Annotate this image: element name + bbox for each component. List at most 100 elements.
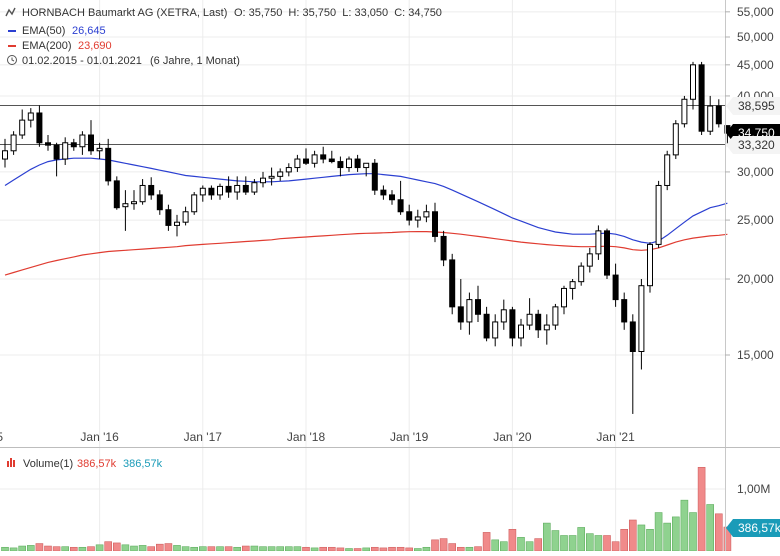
candle-body xyxy=(552,306,559,326)
candle-body xyxy=(647,243,653,287)
candle xyxy=(518,318,524,347)
candle-body xyxy=(285,167,292,173)
candle-body xyxy=(328,158,335,163)
candle-body xyxy=(681,98,688,125)
candle-body xyxy=(113,180,120,209)
volume-bar xyxy=(594,535,603,552)
volume-bar xyxy=(508,528,517,552)
candle xyxy=(561,285,567,315)
candle-body xyxy=(320,154,327,160)
candle xyxy=(604,228,610,280)
volume-bar xyxy=(130,545,138,552)
volume-bar xyxy=(671,516,680,552)
candle xyxy=(285,163,292,177)
volume-bar xyxy=(491,539,500,552)
candle-body xyxy=(10,134,17,152)
candle-body xyxy=(165,209,172,226)
volume-bar xyxy=(568,535,577,552)
candle-body xyxy=(199,187,206,196)
candle xyxy=(354,154,361,172)
candle xyxy=(79,131,86,155)
candle xyxy=(36,105,43,147)
price-legend: HORNBACH Baumarkt AG (XETRA, Last) O: 35… xyxy=(5,7,442,67)
candle-body xyxy=(225,185,232,193)
candle xyxy=(234,176,241,200)
candle-body xyxy=(303,158,309,164)
candle-body xyxy=(53,144,60,160)
candle-body xyxy=(62,142,69,160)
candle xyxy=(552,303,559,330)
legend-period-span: (6 Jahre, 1 Monat) xyxy=(150,55,240,67)
candle xyxy=(647,242,653,293)
candle xyxy=(397,180,404,215)
candle xyxy=(19,109,26,139)
candle xyxy=(217,183,223,200)
candle-body xyxy=(595,230,602,255)
candle xyxy=(139,179,146,205)
candle-body xyxy=(277,171,284,177)
candle-body xyxy=(131,201,137,205)
candle-body xyxy=(79,134,86,148)
candle xyxy=(53,142,60,177)
candle xyxy=(225,176,232,198)
volume-bar xyxy=(216,546,224,552)
candles xyxy=(2,61,731,414)
volume-bar xyxy=(628,519,637,552)
y-tick-label: 55,000 xyxy=(737,5,774,19)
volume-bar xyxy=(267,546,276,552)
ema200-line xyxy=(4,231,728,276)
candle-body xyxy=(363,162,370,169)
y-tick-label: 50,000 xyxy=(737,30,774,44)
candle-body xyxy=(389,194,395,201)
candle-body xyxy=(449,259,456,308)
horizontal-lines xyxy=(0,105,725,145)
x-tick-label: Jan '19 xyxy=(390,430,429,444)
candle xyxy=(122,190,129,231)
candle xyxy=(363,162,370,177)
candle-body xyxy=(354,158,361,169)
candle xyxy=(242,176,249,195)
volume-bar xyxy=(319,546,328,552)
candle-body xyxy=(36,112,43,144)
volume-badge-bg xyxy=(726,519,780,537)
candle xyxy=(251,179,258,195)
candle xyxy=(707,95,714,136)
volume-bar xyxy=(388,546,396,552)
candle-body xyxy=(690,64,696,100)
candle-body xyxy=(156,194,163,211)
volume-bar xyxy=(474,546,482,552)
volume-bar xyxy=(499,541,508,552)
candle-body xyxy=(122,203,129,208)
candle xyxy=(655,180,662,248)
candle xyxy=(156,190,163,215)
candle-body xyxy=(139,184,146,203)
candle xyxy=(595,225,602,260)
candle-body xyxy=(604,230,610,276)
legend-ema200-label: EMA(200) xyxy=(22,40,72,52)
hline-badge-label: 33,320 xyxy=(738,138,775,152)
candle xyxy=(311,150,318,168)
volume-legend: Volume(1) 386,57k 386,57k xyxy=(7,458,163,470)
volume-bar xyxy=(534,538,543,552)
candle-body xyxy=(707,105,714,132)
volume-bar xyxy=(190,546,198,552)
candle xyxy=(672,120,679,160)
candle xyxy=(328,150,335,164)
volume-bar xyxy=(302,546,310,552)
x-tick-label: Jan '21 xyxy=(596,430,635,444)
candle xyxy=(208,185,215,200)
candle-body xyxy=(311,154,318,164)
volume-bar xyxy=(70,546,78,552)
volume-bar xyxy=(714,513,723,552)
volume-bar xyxy=(611,541,620,552)
candle xyxy=(199,185,206,202)
candle-body xyxy=(612,274,619,301)
candle-body xyxy=(672,123,679,156)
candle xyxy=(466,292,473,335)
volume-bar xyxy=(199,546,207,552)
candle xyxy=(569,279,576,300)
volume-bar xyxy=(1,546,9,552)
volume-bar xyxy=(706,504,715,552)
candle-body xyxy=(45,142,51,146)
